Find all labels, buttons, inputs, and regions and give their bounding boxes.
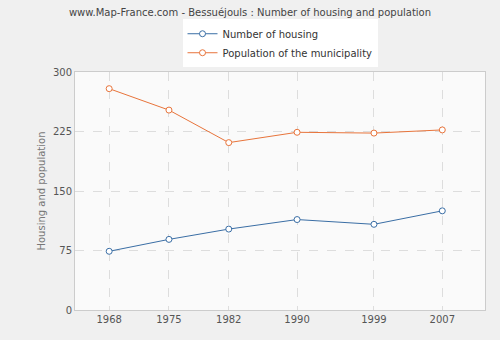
svg-text:150: 150 bbox=[53, 186, 72, 197]
svg-text:Number of housing: Number of housing bbox=[223, 29, 319, 40]
svg-text:Housing and population: Housing and population bbox=[36, 131, 47, 250]
svg-text:225: 225 bbox=[53, 126, 72, 137]
svg-text:1975: 1975 bbox=[156, 314, 181, 325]
svg-text:300: 300 bbox=[53, 67, 72, 78]
svg-text:0: 0 bbox=[66, 305, 72, 316]
svg-text:2007: 2007 bbox=[430, 314, 455, 325]
svg-text:Population of the municipality: Population of the municipality bbox=[223, 48, 373, 59]
svg-text:1968: 1968 bbox=[96, 314, 121, 325]
svg-text:www.Map-France.com - Bessuéjou: www.Map-France.com - Bessuéjouls : Numbe… bbox=[69, 7, 431, 18]
svg-text:1999: 1999 bbox=[361, 314, 386, 325]
svg-text:1990: 1990 bbox=[284, 314, 309, 325]
svg-text:1982: 1982 bbox=[216, 314, 241, 325]
svg-text:75: 75 bbox=[59, 245, 72, 256]
